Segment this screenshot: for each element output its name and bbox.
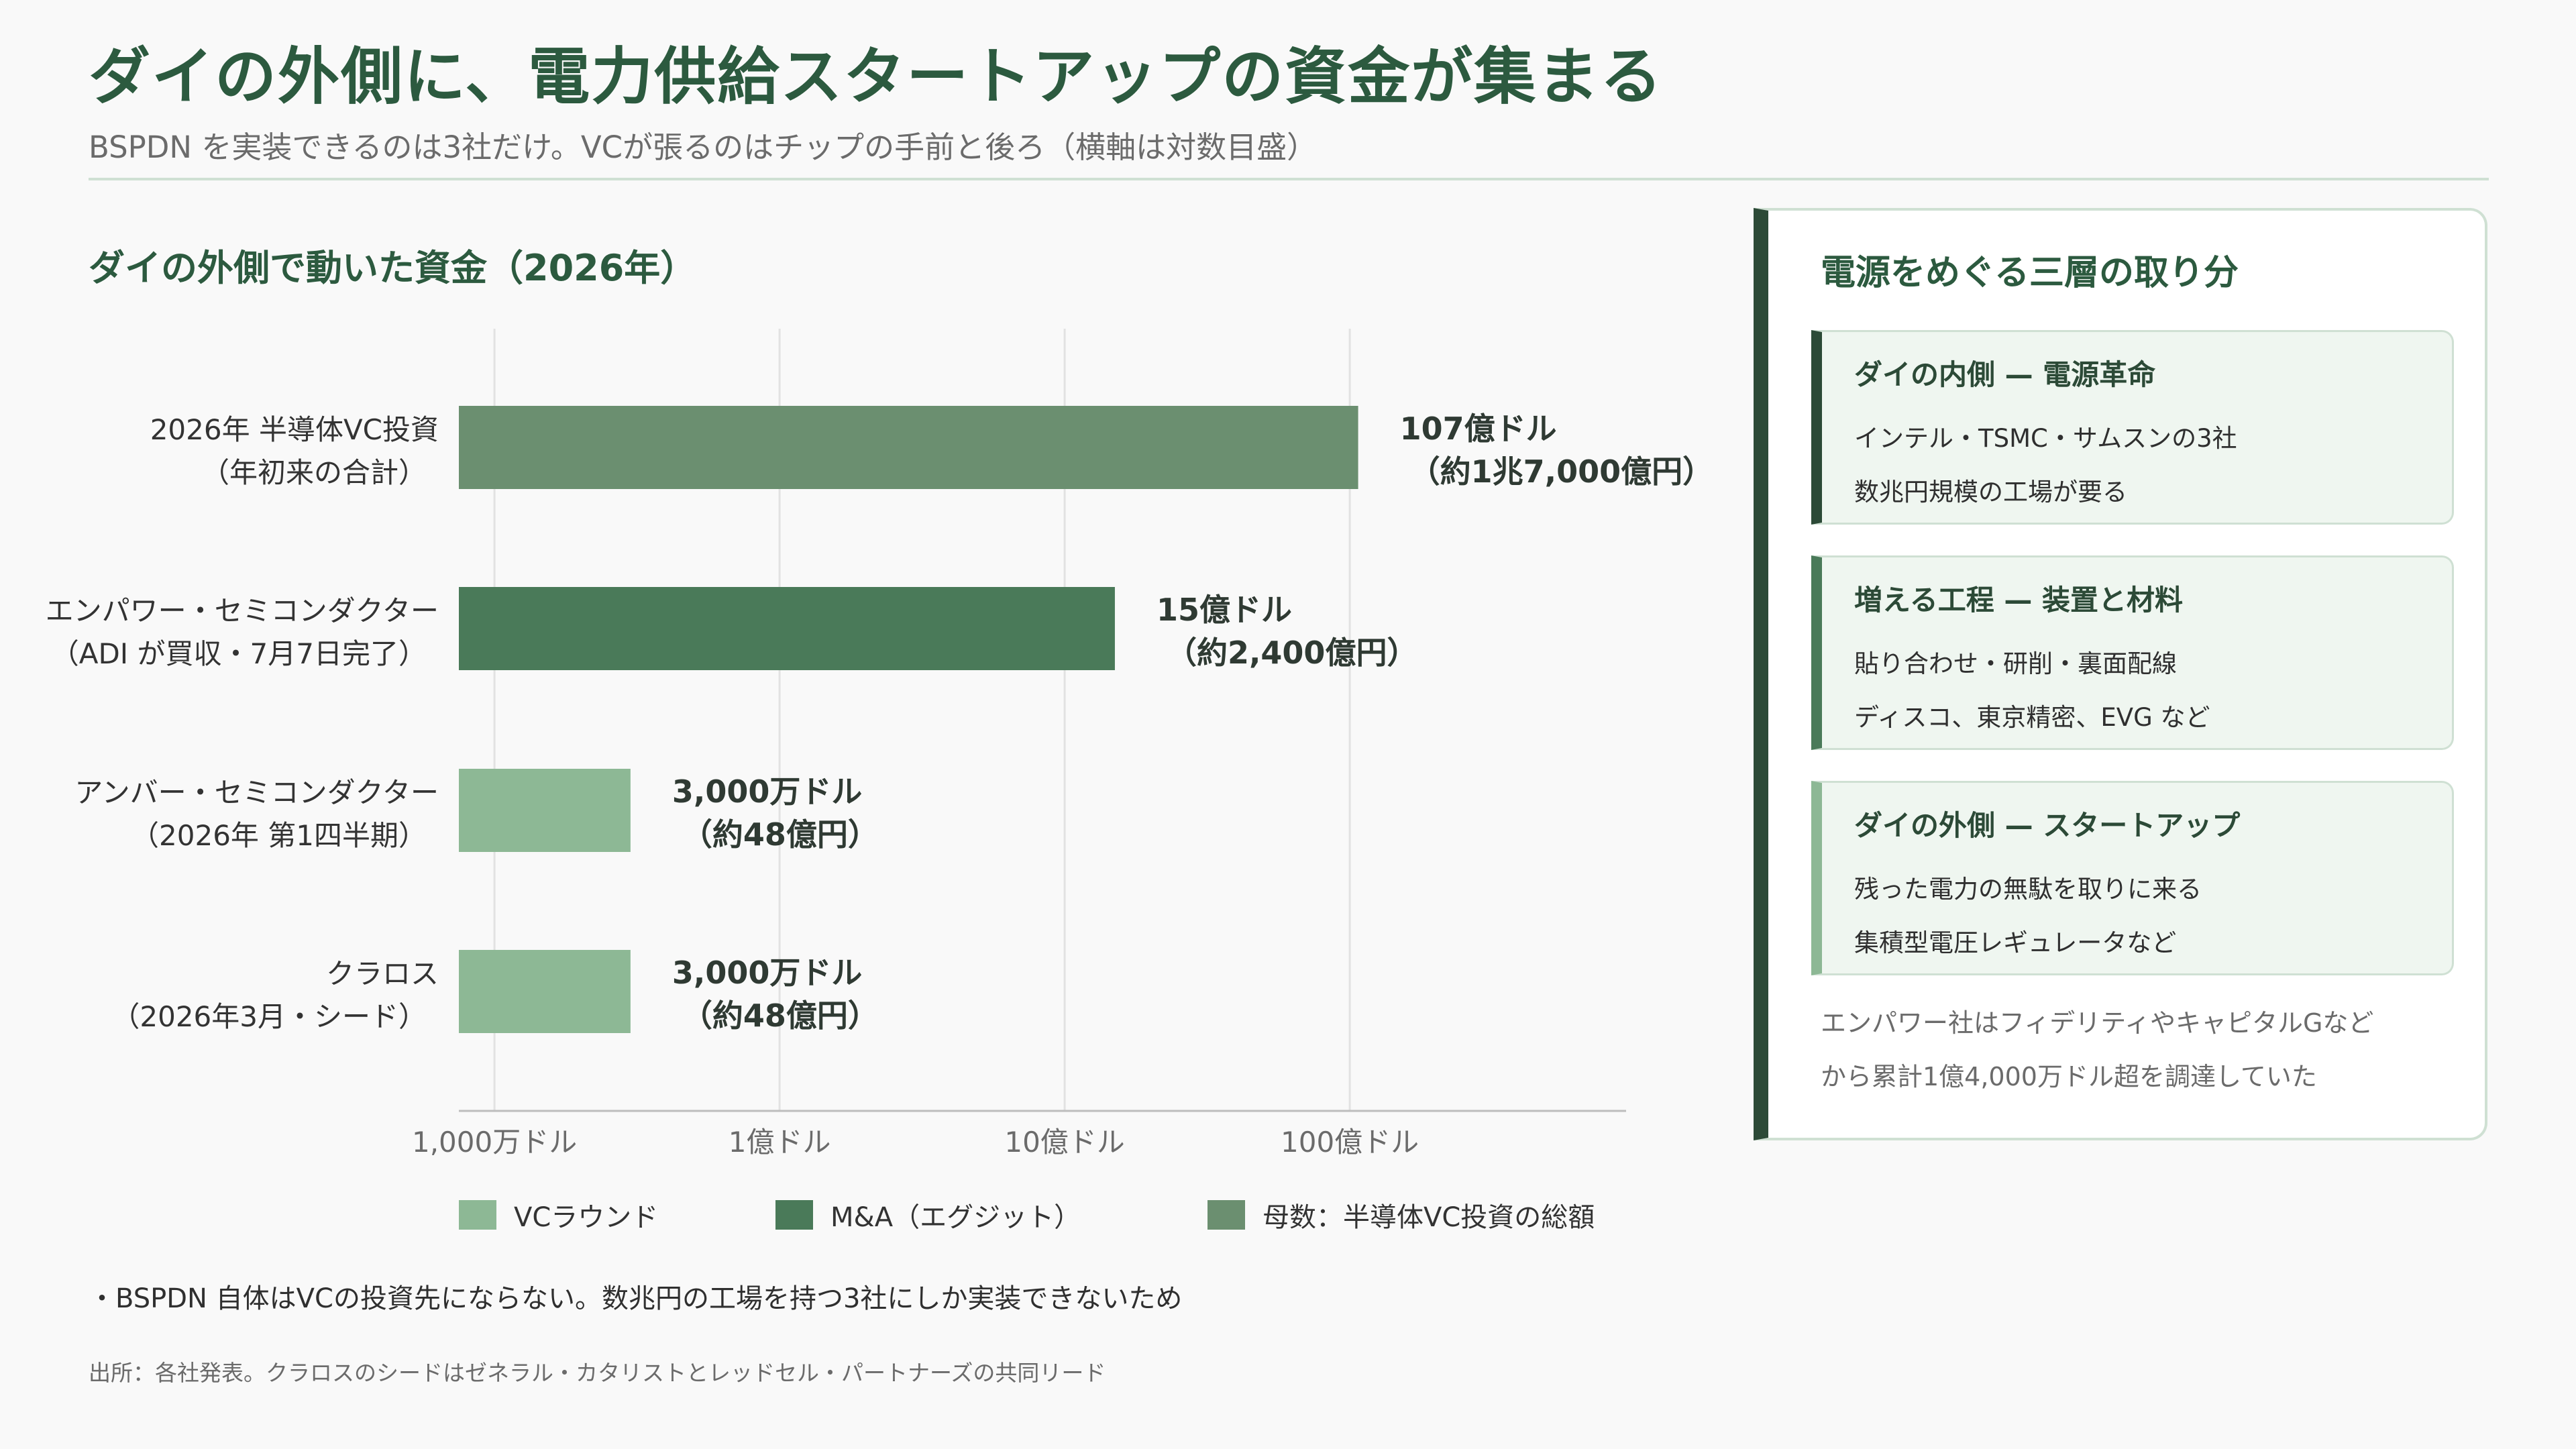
page-title: ダイの外側に、電力供給スタートアップの資金が集まる (89, 41, 1664, 113)
panel-note-line: から累計1億4,000万ドル超を調達していた (1821, 1062, 2317, 1091)
x-tick-label: 100億ドル (1281, 1126, 1419, 1159)
category-label-sub: （ADI が買収・7月7日完了） (51, 637, 427, 670)
layers-panel: 電源をめぐる三層の取り分 ダイの内側 — 電源革命 インテル・TSMC・サムスン… (1754, 208, 2487, 1140)
layer-line: ディスコ、東京精密、EVG など (1854, 703, 2210, 732)
layer-line: 貼り合わせ・研削・裏面配線 (1854, 649, 2177, 678)
layer-line: 数兆円規模の工場が要る (1854, 478, 2127, 506)
category-label: クラロス (326, 957, 439, 990)
legend-label-vc: VCラウンド (514, 1202, 659, 1233)
data-label: 3,000万ドル (672, 955, 863, 991)
category-label: 2026年 半導体VC投資 (150, 413, 439, 446)
bar (459, 406, 1358, 489)
legend-swatch-total (1208, 1200, 1245, 1230)
data-label: 3,000万ドル (672, 773, 863, 810)
data-label: 15億ドル (1157, 592, 1292, 628)
legend-label-total: 母数：半導体VC投資の総額 (1263, 1202, 1595, 1233)
layer-title: ダイの外側 — スタートアップ (1854, 809, 2241, 842)
source-note: 出所：各社発表。クラロスのシードはゼネラル・カタリストとレッドセル・パートナーズ… (89, 1360, 1106, 1386)
layer-card-inside-die: ダイの内側 — 電源革命 インテル・TSMC・サムスンの3社 数兆円規模の工場が… (1811, 330, 2454, 525)
layer-line: 残った電力の無駄を取りに来る (1854, 875, 2202, 904)
x-tick-label: 1億ドル (729, 1126, 831, 1159)
data-label: 107億ドル (1400, 411, 1557, 447)
bar (459, 950, 631, 1033)
data-label-sub: （約48億円） (682, 998, 879, 1034)
legend-label-ma: M&A（エグジット） (830, 1202, 1081, 1233)
data-label-sub: （約2,400億円） (1166, 635, 1418, 671)
category-label: エンパワー・セミコンダクター (46, 594, 439, 627)
panel-title: 電源をめぐる三層の取り分 (1821, 253, 2239, 293)
layer-card-process: 増える工程 — 装置と材料 貼り合わせ・研削・裏面配線 ディスコ、東京精密、EV… (1811, 555, 2454, 750)
legend-item-total: 母数：半導体VC投資の総額 (1208, 1195, 1595, 1234)
page-subtitle: BSPDN を実装できるのは3社だけ。VCが張るのはチップの手前と後ろ（横軸は対… (89, 129, 1318, 165)
bar-chart: 1,000万ドル 1億ドル 10億ドル 100億ドル 2026年 半導体VC投資 （年初来… (46, 329, 1714, 1159)
bar (459, 769, 631, 852)
legend-swatch-vc (459, 1200, 496, 1230)
layer-line: インテル・TSMC・サムスンの3社 (1854, 424, 2237, 453)
category-label-sub: （2026年3月・シード） (111, 1000, 427, 1033)
chart-note: ・BSPDN 自体はVCの投資先にならない。数兆円の工場を持つ3社にしか実装でき… (89, 1283, 1183, 1314)
x-tick-label: 1,000万ドル (412, 1126, 577, 1159)
category-label-sub: （年初来の合計） (201, 456, 427, 489)
panel-note-line: エンパワー社はフィデリティやキャピタルGなど (1821, 1008, 2374, 1038)
chart-title: ダイの外側で動いた資金（2026年） (89, 247, 697, 289)
category-label: アンバー・セミコンダクター (74, 776, 439, 809)
header-divider (89, 178, 2489, 180)
legend-item-vc: VCラウンド (459, 1195, 658, 1234)
legend-swatch-ma (775, 1200, 813, 1230)
layer-title: 増える工程 — 装置と材料 (1854, 584, 2183, 616)
category-label-sub: （2026年 第1四半期） (131, 819, 427, 852)
layer-title: ダイの内側 — 電源革命 (1854, 358, 2156, 391)
layer-card-outside-die: ダイの外側 — スタートアップ 残った電力の無駄を取りに来る 集積型電圧レギュレ… (1811, 781, 2454, 975)
legend-item-ma: M&A（エグジット） (775, 1195, 1081, 1234)
layer-line: 集積型電圧レギュレータなど (1854, 928, 2177, 957)
x-tick-label: 10億ドル (1004, 1126, 1124, 1159)
bar (459, 587, 1115, 670)
data-label-sub: （約48億円） (682, 816, 879, 853)
data-label-sub: （約1兆7,000億円） (1409, 453, 1714, 490)
